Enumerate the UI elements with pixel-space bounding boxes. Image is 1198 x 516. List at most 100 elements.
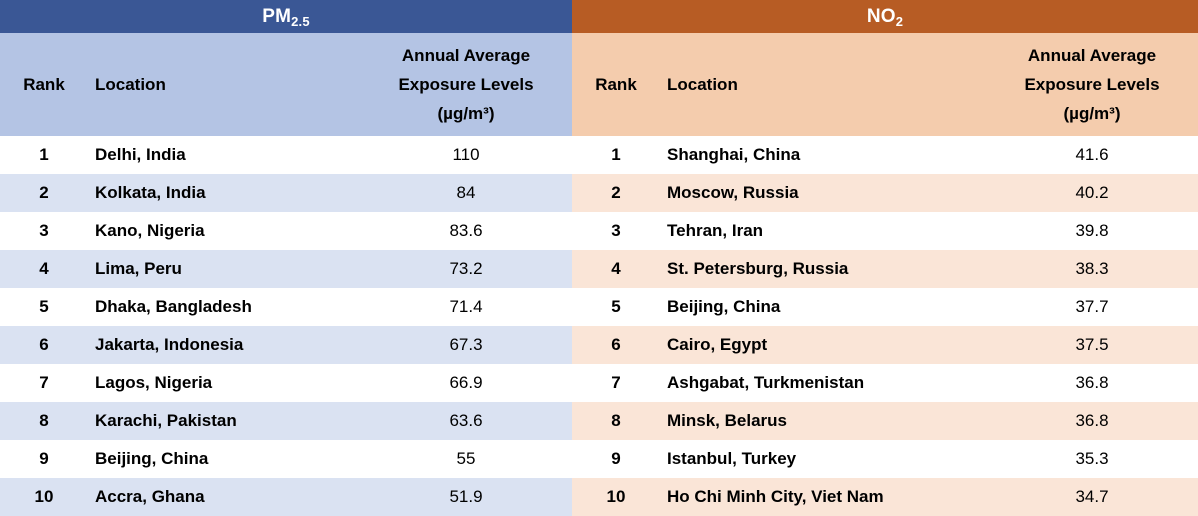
rank-cell: 9 <box>611 449 621 468</box>
table-row: 10 Accra, Ghana 51.9 <box>0 478 572 516</box>
table-row: 4 Lima, Peru 73.2 <box>0 250 572 288</box>
pm25-title-text: PM <box>262 5 292 27</box>
table-row: 6 Cairo, Egypt 37.5 <box>572 326 1198 364</box>
table-row: 1 Delhi, India 110 <box>0 136 572 174</box>
rank-cell: 5 <box>611 297 621 316</box>
value-cell: 35.3 <box>1075 449 1109 468</box>
table-row: 6 Jakarta, Indonesia 67.3 <box>0 326 572 364</box>
exposure-column-header: Annual Average Exposure Levels (µg/m³) <box>986 41 1198 128</box>
location-cell: Kano, Nigeria <box>95 221 205 240</box>
value-cell: 110 <box>452 145 480 164</box>
rank-cell: 2 <box>611 183 621 202</box>
rank-cell: 6 <box>39 335 49 354</box>
exposure-header-line-1: Annual Average <box>1027 46 1157 65</box>
rank-cell: 10 <box>34 487 54 506</box>
table-row: 2 Moscow, Russia 40.2 <box>572 174 1198 212</box>
table-row: 2 Kolkata, India 84 <box>0 174 572 212</box>
location-cell: Ho Chi Minh City, Viet Nam <box>667 487 884 506</box>
exposure-header-line-2: Exposure Levels <box>1024 75 1160 94</box>
pm25-table: PM 2.5 Rank Location Annual Average Expos… <box>0 0 572 516</box>
value-cell: 63.6 <box>449 411 483 430</box>
rank-cell: 4 <box>39 259 49 278</box>
rank-cell: 8 <box>611 411 621 430</box>
pm25-title-subscript: 2.5 <box>291 14 310 29</box>
location-column-header: Location <box>667 74 738 94</box>
rank-cell: 9 <box>39 449 49 468</box>
exposure-header-unit: (µg/m³) <box>1063 104 1121 123</box>
rank-cell: 10 <box>606 487 626 506</box>
value-cell: 51.9 <box>449 487 483 506</box>
rank-cell: 6 <box>611 335 621 354</box>
rank-cell: 7 <box>39 373 49 392</box>
rank-cell: 7 <box>611 373 621 392</box>
value-cell: 40.2 <box>1075 183 1109 202</box>
value-cell: 36.8 <box>1075 411 1109 430</box>
location-cell: Kolkata, India <box>95 183 206 202</box>
no2-table-title: NO 2 <box>572 0 1198 33</box>
pm25-table-body: 1 Delhi, India 110 2 Kolkata, India 84 3 Kano, … <box>0 136 572 516</box>
location-cell: Shanghai, China <box>667 145 801 164</box>
value-cell: 71.4 <box>449 297 483 316</box>
value-cell: 73.2 <box>449 259 483 278</box>
value-cell: 84 <box>456 183 476 202</box>
pm25-table-title: PM 2.5 <box>0 0 572 33</box>
exposure-header-line-2: Exposure Levels <box>398 75 534 94</box>
table-row: 10 Ho Chi Minh City, Viet Nam 34.7 <box>572 478 1198 516</box>
location-cell: Ashgabat, Turkmenistan <box>667 373 865 392</box>
value-cell: 36.8 <box>1075 373 1109 392</box>
rank-cell: 1 <box>39 145 49 164</box>
no2-table: NO 2 Rank Location Annual Average Exposur… <box>572 0 1198 516</box>
rank-cell: 8 <box>39 411 49 430</box>
value-cell: 37.5 <box>1075 335 1109 354</box>
location-cell: Beijing, China <box>95 449 209 468</box>
table-row: 5 Beijing, China 37.7 <box>572 288 1198 326</box>
table-row: 9 Istanbul, Turkey 35.3 <box>572 440 1198 478</box>
location-cell: Istanbul, Turkey <box>667 449 797 468</box>
rank-cell: 1 <box>611 145 621 164</box>
rank-cell: 4 <box>611 259 621 278</box>
location-cell: Jakarta, Indonesia <box>95 335 244 354</box>
rank-cell: 5 <box>39 297 49 316</box>
location-cell: Dhaka, Bangladesh <box>95 297 252 316</box>
rank-column-header: Rank <box>595 74 637 94</box>
table-row: 9 Beijing, China 55 <box>0 440 572 478</box>
rank-cell: 2 <box>39 183 49 202</box>
location-cell: Moscow, Russia <box>667 183 799 202</box>
table-row: 1 Shanghai, China 41.6 <box>572 136 1198 174</box>
location-cell: Accra, Ghana <box>95 487 205 506</box>
table-row: 7 Lagos, Nigeria 66.9 <box>0 364 572 402</box>
exposure-header-line-1: Annual Average <box>401 46 531 65</box>
location-cell: Beijing, China <box>667 297 781 316</box>
exposure-column-header: Annual Average Exposure Levels (µg/m³) <box>360 41 572 128</box>
location-cell: Karachi, Pakistan <box>95 411 237 430</box>
table-row: 4 St. Petersburg, Russia 38.3 <box>572 250 1198 288</box>
rank-column-header: Rank <box>23 74 65 94</box>
no2-table-body: 1 Shanghai, China 41.6 2 Moscow, Russia 40.2 3… <box>572 136 1198 516</box>
table-row: 3 Tehran, Iran 39.8 <box>572 212 1198 250</box>
table-row: 5 Dhaka, Bangladesh 71.4 <box>0 288 572 326</box>
location-cell: Cairo, Egypt <box>667 335 768 354</box>
table-row: 7 Ashgabat, Turkmenistan 36.8 <box>572 364 1198 402</box>
table-row: 3 Kano, Nigeria 83.6 <box>0 212 572 250</box>
exposure-header-unit: (µg/m³) <box>437 104 495 123</box>
rank-cell: 3 <box>39 221 49 240</box>
location-cell: Delhi, India <box>95 145 186 164</box>
no2-title-subscript: 2 <box>895 14 904 29</box>
value-cell: 41.6 <box>1075 145 1109 164</box>
value-cell: 67.3 <box>449 335 483 354</box>
location-cell: St. Petersburg, Russia <box>667 259 849 278</box>
location-cell: Minsk, Belarus <box>667 411 787 430</box>
value-cell: 83.6 <box>449 221 483 240</box>
location-cell: Tehran, Iran <box>667 221 764 240</box>
no2-title-text: NO <box>866 5 896 27</box>
no2-column-headers: Rank Location Annual Average Exposure Le… <box>572 33 1198 136</box>
value-cell: 55 <box>456 449 476 468</box>
location-column-header: Location <box>95 74 166 94</box>
value-cell: 34.7 <box>1075 487 1109 506</box>
value-cell: 38.3 <box>1075 259 1109 278</box>
location-cell: Lima, Peru <box>95 259 182 278</box>
rank-cell: 3 <box>611 221 621 240</box>
value-cell: 39.8 <box>1075 221 1109 240</box>
location-cell: Lagos, Nigeria <box>95 373 213 392</box>
